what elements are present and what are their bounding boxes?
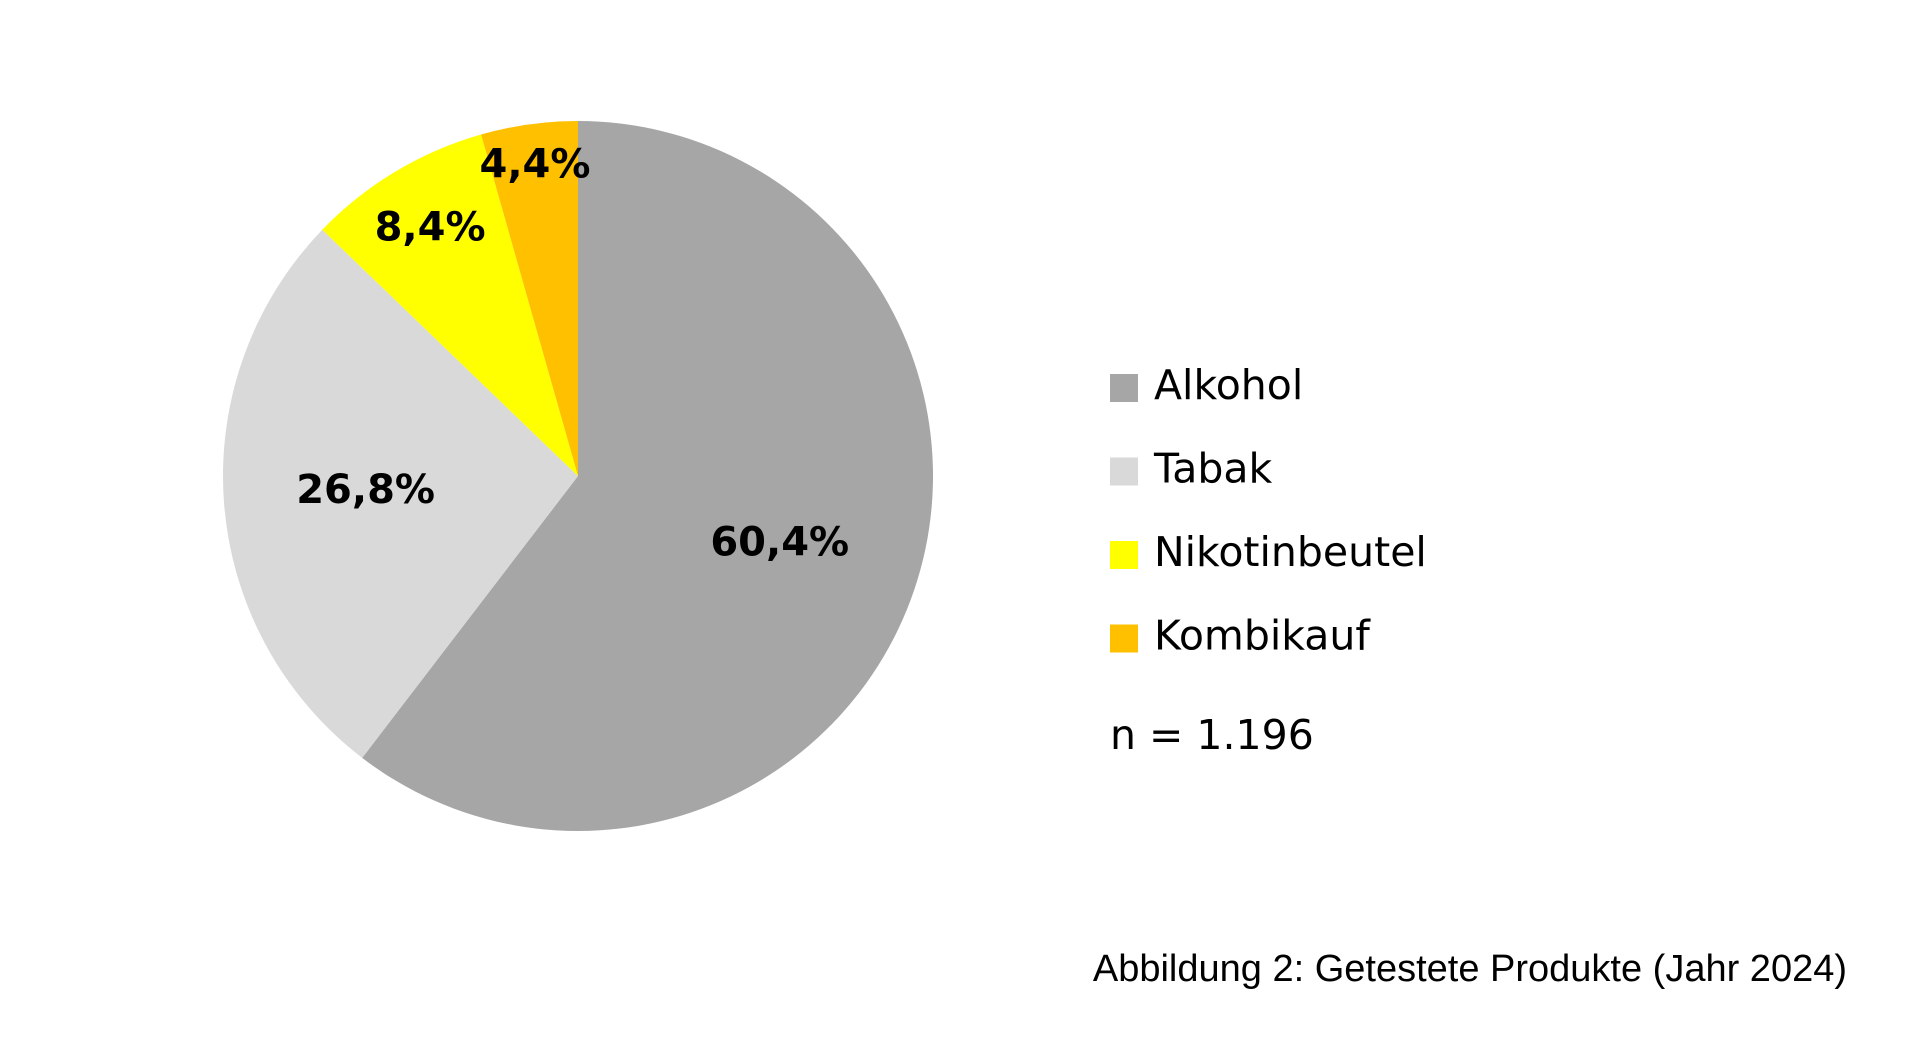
data-label: 26,8% [296,467,435,513]
pie-slice [322,134,578,477]
legend-label: Tabak [1153,445,1273,493]
pie-slice [362,121,934,831]
legend-label: Nikotinbeutel [1154,528,1427,576]
legend-swatch [1110,457,1138,486]
caption: Abbildung 2: Getestete Produkte (Jahr 20… [1093,948,1847,990]
data-label: 8,4% [375,204,486,250]
data-label: 60,4% [710,519,849,565]
legend-label: Alkohol [1154,361,1303,409]
legend-swatch [1110,541,1138,569]
data-label: 4,4% [479,142,590,188]
legend-swatch [1110,374,1138,402]
sample-size: n = 1.196 [1110,711,1314,759]
pie-slice [222,229,578,758]
legend-swatch [1110,624,1138,653]
legend-label: Kombikauf [1154,612,1371,660]
pie-slice [481,121,578,476]
